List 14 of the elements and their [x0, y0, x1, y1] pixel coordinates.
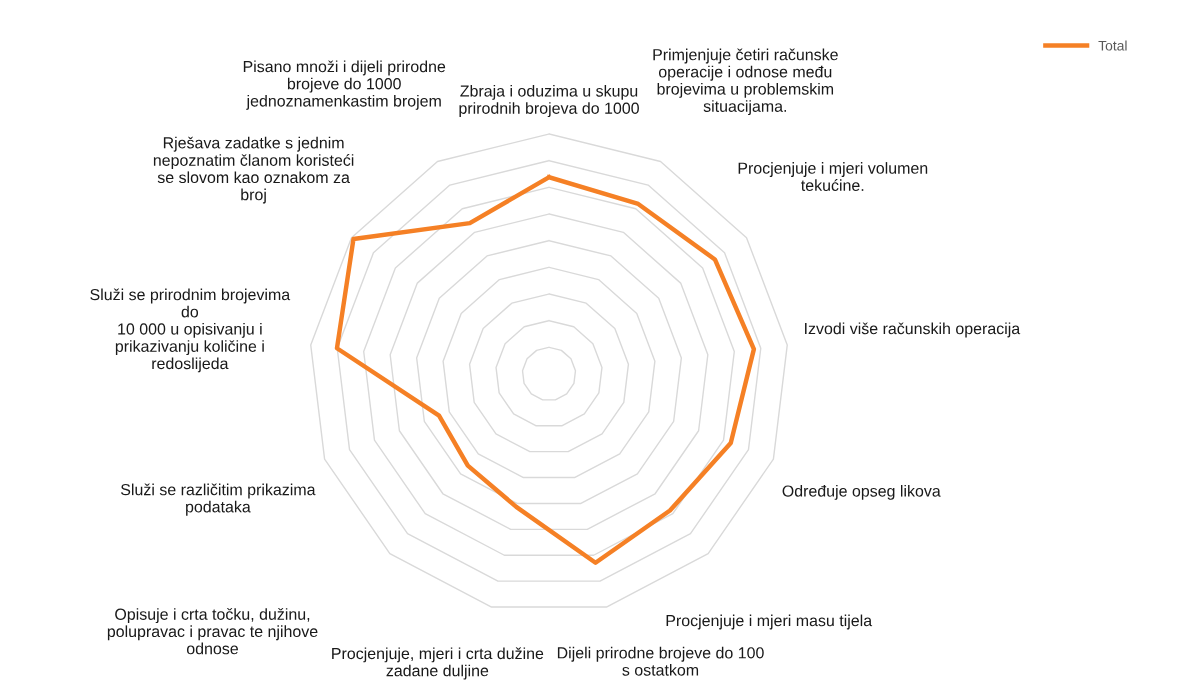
spoke-label: Određuje opseg likova — [782, 484, 941, 500]
spoke-label: Zbraja i oduzima u skupu prirodnih brojeva do 1000 — [459, 84, 639, 118]
spoke-label: Služi se prirodnim brojevima do 10 000 u opisivanju i prikazivanju količine i redoslijeda — [90, 288, 291, 373]
spoke-label: Rješava zadatke s jednim nepoznatim članom koristeći se slovom kao oznakom za broj — [153, 136, 354, 204]
spoke-label: Služi se različitim prikazima podataka — [121, 483, 316, 516]
spoke-label: Opisuje i crta točku, dužinu, polupravac i pravac te njihove odnose — [107, 608, 318, 655]
spoke-label: Primjenjuje četiri računske operacije i odnose među brojevima u problemskim situacijama. — [653, 48, 838, 116]
spoke-label: Izvodi više računskih operacija — [805, 322, 1021, 338]
spoke-label: Pisano množi i dijeli prirodne brojeve do 1000 jednoznamenkastim brojem — [243, 60, 446, 110]
spoke-label: Procjenjuje, mjeri i crta dužine zadane duljine — [332, 647, 544, 680]
spoke-label: Procjenjuje i mjeri masu tijela — [666, 614, 873, 630]
spoke-label: Dijeli prirodne brojeve do 100 s ostatkom — [557, 646, 764, 676]
spoke-label: Procjenjuje i mjeri volumen tekućine. — [738, 162, 928, 192]
legend-label: Total — [1098, 40, 1127, 51]
